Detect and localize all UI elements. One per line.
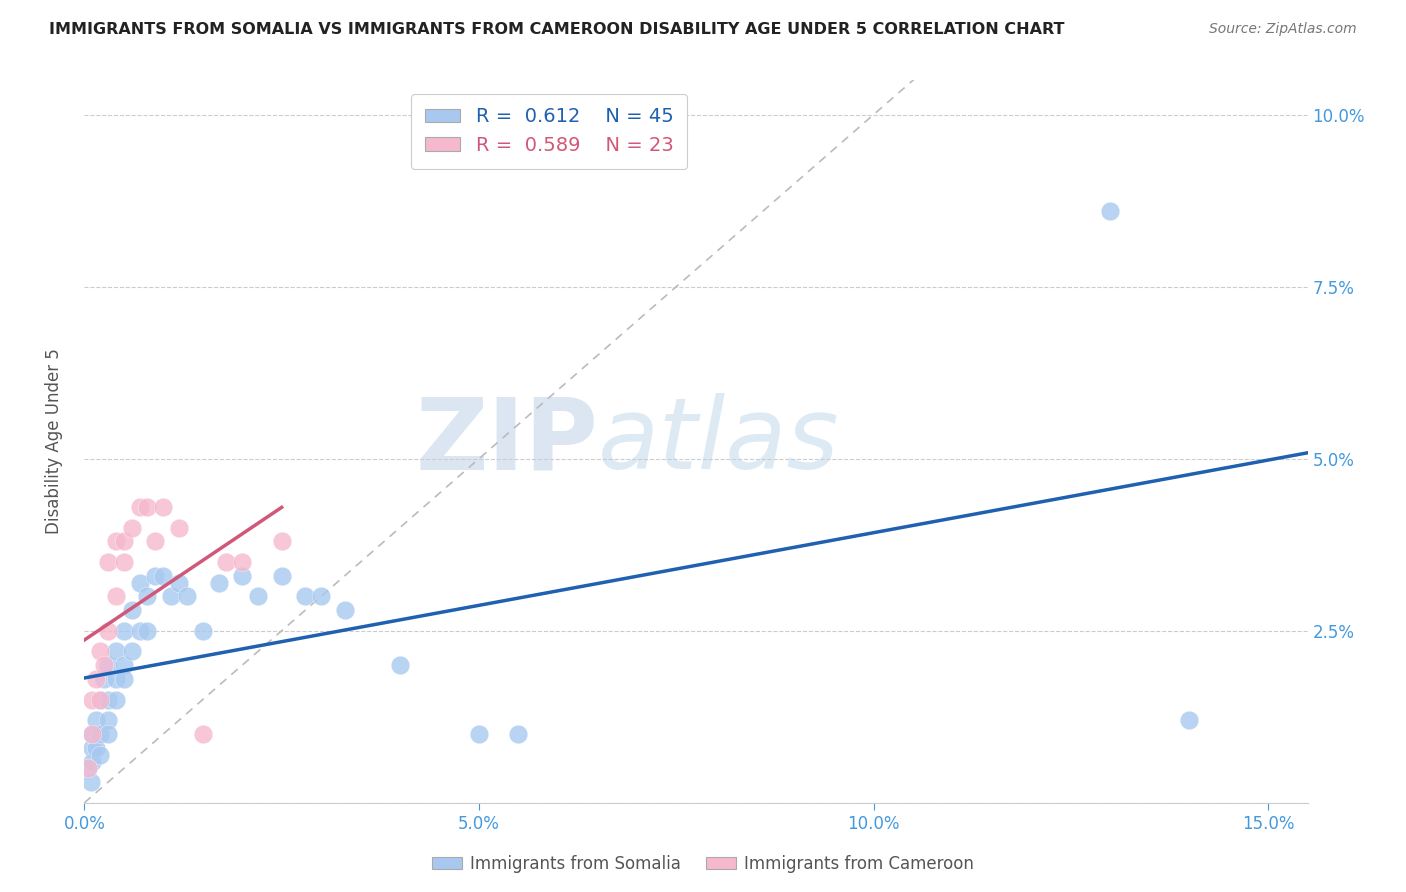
Point: [508, 727, 530, 741]
Point: [128, 624, 150, 638]
Point: [79, 775, 101, 789]
Point: [152, 568, 174, 582]
Point: [97, 727, 120, 741]
Point: [152, 500, 174, 514]
Point: [89, 747, 111, 762]
Point: [89, 644, 111, 658]
Point: [333, 603, 356, 617]
Text: atlas: atlas: [598, 393, 839, 490]
Y-axis label: Disability Age Under 5: Disability Age Under 5: [45, 349, 63, 534]
Point: [97, 624, 120, 638]
Legend: Immigrants from Somalia, Immigrants from Cameroon: Immigrants from Somalia, Immigrants from…: [425, 848, 981, 880]
Point: [104, 692, 127, 706]
Point: [246, 590, 269, 604]
Point: [309, 590, 332, 604]
Point: [82, 727, 104, 741]
Point: [112, 624, 135, 638]
Point: [191, 727, 214, 741]
Point: [191, 624, 214, 638]
Point: [89, 692, 111, 706]
Point: [84, 672, 107, 686]
Legend: R =  0.612    N = 45, R =  0.589    N = 23: R = 0.612 N = 45, R = 0.589 N = 23: [412, 94, 688, 169]
Point: [1099, 204, 1122, 219]
Point: [136, 590, 159, 604]
Point: [112, 555, 135, 569]
Text: ZIP: ZIP: [415, 393, 598, 490]
Point: [97, 555, 120, 569]
Point: [112, 672, 135, 686]
Point: [104, 590, 127, 604]
Point: [294, 590, 316, 604]
Point: [145, 568, 167, 582]
Point: [389, 658, 412, 673]
Point: [121, 603, 143, 617]
Point: [136, 500, 159, 514]
Point: [104, 534, 127, 549]
Point: [121, 644, 143, 658]
Point: [89, 692, 111, 706]
Point: [231, 555, 253, 569]
Point: [121, 520, 143, 534]
Point: [176, 590, 198, 604]
Point: [270, 534, 292, 549]
Point: [104, 644, 127, 658]
Point: [167, 520, 190, 534]
Point: [160, 590, 183, 604]
Point: [77, 761, 100, 775]
Point: [97, 713, 120, 727]
Point: [215, 555, 238, 569]
Point: [136, 624, 159, 638]
Point: [112, 658, 135, 673]
Point: [128, 500, 150, 514]
Point: [82, 692, 104, 706]
Point: [97, 692, 120, 706]
Point: [128, 575, 150, 590]
Point: [93, 672, 115, 686]
Point: [1178, 713, 1201, 727]
Point: [112, 534, 135, 549]
Point: [84, 713, 107, 727]
Point: [104, 672, 127, 686]
Point: [207, 575, 229, 590]
Text: IMMIGRANTS FROM SOMALIA VS IMMIGRANTS FROM CAMEROON DISABILITY AGE UNDER 5 CORRE: IMMIGRANTS FROM SOMALIA VS IMMIGRANTS FR…: [49, 22, 1064, 37]
Point: [270, 568, 292, 582]
Point: [93, 658, 115, 673]
Point: [77, 761, 100, 775]
Text: Source: ZipAtlas.com: Source: ZipAtlas.com: [1209, 22, 1357, 37]
Point: [145, 534, 167, 549]
Point: [97, 658, 120, 673]
Point: [89, 727, 111, 741]
Point: [231, 568, 253, 582]
Point: [82, 755, 104, 769]
Point: [82, 740, 104, 755]
Point: [84, 740, 107, 755]
Point: [167, 575, 190, 590]
Point: [82, 727, 104, 741]
Point: [468, 727, 491, 741]
